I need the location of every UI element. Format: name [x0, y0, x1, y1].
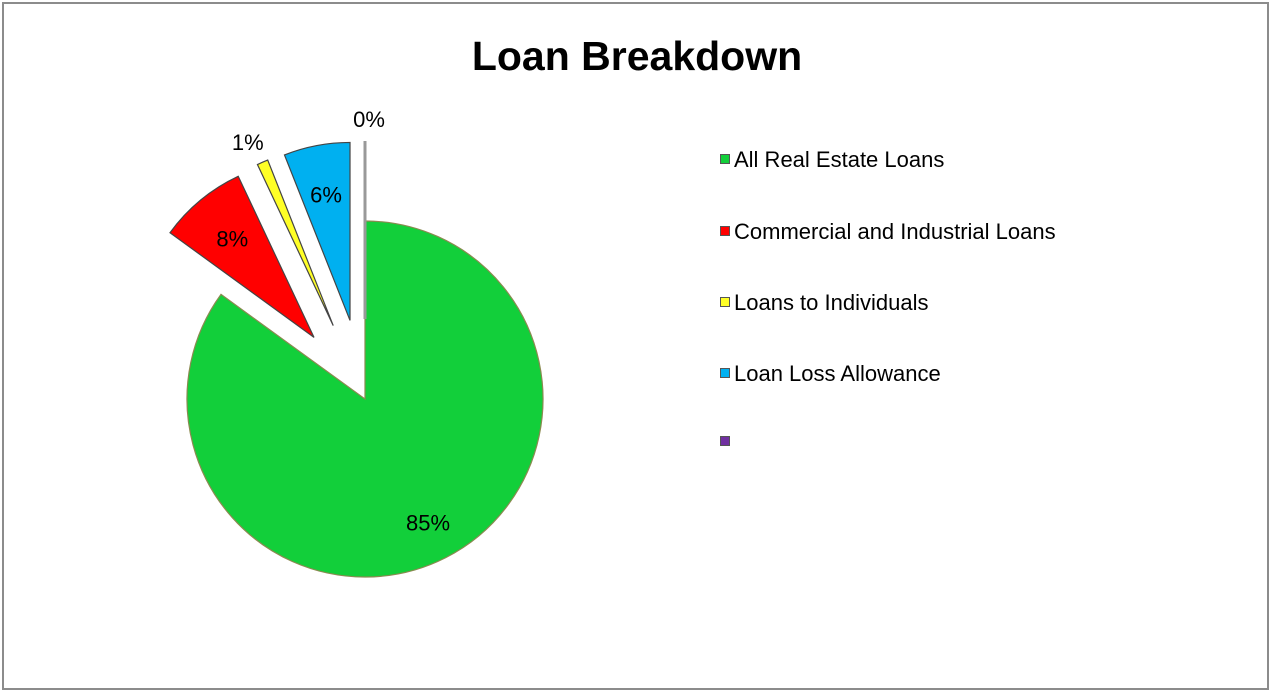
legend-item: Loans to Individuals	[720, 289, 1064, 317]
pie-slice	[186, 220, 544, 578]
slice-value-label: 8%	[216, 227, 248, 252]
legend-label: Loan Loss Allowance	[734, 361, 941, 386]
legend-item: Loan Loss Allowance	[720, 360, 1064, 388]
pie-slice	[169, 175, 315, 338]
chart-title: Loan Breakdown	[471, 33, 803, 79]
slice-value-label: 85%	[406, 511, 450, 536]
legend-swatch	[720, 297, 730, 307]
legend-label: All Real Estate Loans	[734, 147, 945, 172]
slice-value-label: 1%	[232, 130, 264, 155]
legend-swatch	[720, 368, 730, 378]
slice-value-label: 6%	[310, 183, 342, 208]
legend-label: Commercial and Industrial Loans	[734, 219, 1056, 244]
legend-item: All Real Estate Loans	[720, 146, 1064, 174]
pie-slice	[256, 159, 334, 326]
legend-swatch	[720, 436, 730, 446]
legend-swatch	[720, 226, 730, 236]
legend-item	[720, 428, 1064, 446]
legend-item: Commercial and Industrial Loans	[720, 218, 1064, 246]
pie-slice	[283, 141, 351, 321]
slice-value-label: 0%	[353, 107, 385, 132]
legend-label: Loans to Individuals	[734, 290, 929, 315]
legend-swatch	[720, 154, 730, 164]
